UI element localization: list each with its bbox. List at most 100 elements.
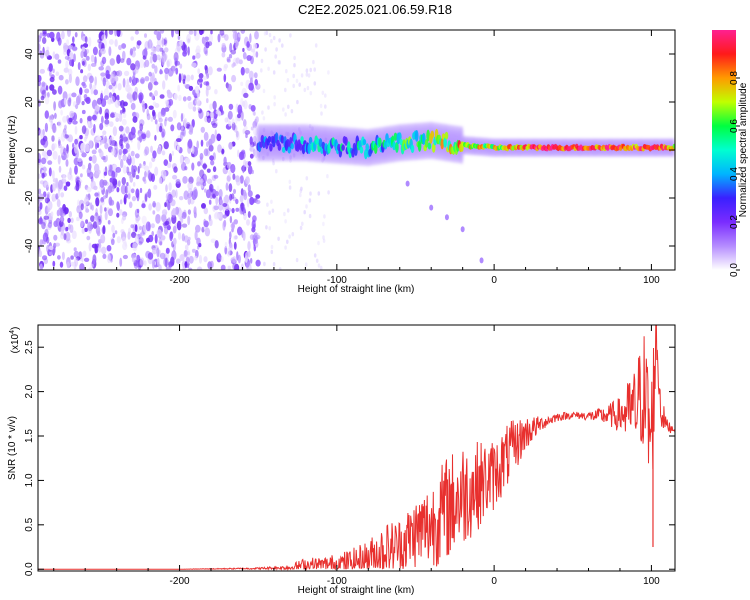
noise-blob <box>121 43 127 49</box>
noise-blob <box>306 85 310 91</box>
noise-blob <box>322 221 325 227</box>
noise-blob <box>173 166 178 173</box>
noise-blob <box>200 126 205 133</box>
noise-blob <box>132 116 138 123</box>
noise-blob <box>154 234 158 244</box>
x-tick-label: 0 <box>491 576 497 587</box>
noise-blob <box>265 30 269 36</box>
noise-blob <box>141 203 146 209</box>
noise-blob <box>44 122 49 133</box>
noise-blob <box>84 36 88 44</box>
noise-blob <box>268 32 272 38</box>
noise-blob <box>45 49 50 58</box>
noise-blob <box>122 107 126 114</box>
noise-blob <box>81 164 86 170</box>
noise-blob <box>53 101 56 111</box>
noise-blob <box>115 166 122 173</box>
noise-blob <box>54 112 57 119</box>
noise-blob <box>114 30 118 37</box>
noise-blob <box>92 114 97 121</box>
ridge-cell <box>429 204 434 211</box>
noise-blob <box>188 267 193 270</box>
noise-blob <box>193 30 197 37</box>
noise-blob <box>123 70 130 77</box>
noise-blob <box>228 142 233 150</box>
noise-blob <box>146 108 149 117</box>
noise-blob <box>152 101 157 107</box>
noise-blob <box>38 75 42 82</box>
ridge-cell <box>444 131 449 140</box>
noise-blob <box>85 130 89 139</box>
noise-blob <box>57 155 61 165</box>
noise-blob <box>240 66 245 76</box>
noise-blob <box>197 106 201 112</box>
noise-blob <box>40 86 46 91</box>
ridge-cell <box>405 180 410 187</box>
noise-blob <box>67 45 74 50</box>
noise-blob <box>91 149 97 155</box>
noise-blob <box>308 213 312 219</box>
noise-blob <box>46 207 51 213</box>
noise-blob <box>167 68 174 77</box>
noise-blob <box>278 267 282 270</box>
noise-blob <box>163 159 169 167</box>
ridge-cell <box>414 130 419 142</box>
noise-blob <box>240 81 244 87</box>
noise-blob <box>120 158 124 169</box>
noise-blob <box>70 174 74 182</box>
snr-line <box>38 325 675 571</box>
noise-blob <box>156 247 160 258</box>
noise-blob <box>174 206 180 215</box>
noise-blob <box>288 185 292 190</box>
noise-blob <box>73 250 80 258</box>
noise-blob <box>153 184 158 190</box>
noise-blob <box>38 80 42 87</box>
ridge-cell <box>344 136 348 146</box>
noise-blob <box>243 119 247 127</box>
noise-blob <box>148 161 153 169</box>
noise-blob <box>210 159 215 166</box>
noise-blob <box>167 201 171 211</box>
noise-blob <box>256 233 260 238</box>
noise-blob <box>188 176 194 184</box>
noise-blob <box>271 208 275 213</box>
noise-blob <box>163 141 169 150</box>
noise-blob <box>216 67 222 72</box>
noise-blob <box>44 95 50 105</box>
noise-blob <box>180 73 184 81</box>
noise-blob <box>101 56 107 65</box>
noise-blob <box>103 171 107 176</box>
spectrogram-y-label: Frequency (Hz) <box>7 116 18 185</box>
noise-blob <box>42 46 45 56</box>
noise-blob <box>182 176 188 184</box>
noise-blob <box>68 211 73 218</box>
noise-blob <box>231 207 235 214</box>
noise-blob <box>209 184 213 192</box>
noise-blob <box>70 52 74 61</box>
noise-blob <box>203 256 208 263</box>
noise-blob <box>218 212 223 219</box>
noise-blob <box>186 33 192 44</box>
noise-blob <box>263 31 267 36</box>
noise-blob <box>237 113 241 119</box>
noise-blob <box>41 81 46 88</box>
noise-blob <box>96 136 102 141</box>
noise-blob <box>78 211 83 219</box>
noise-blob <box>108 39 114 45</box>
noise-blob <box>326 174 329 179</box>
noise-blob <box>224 117 229 123</box>
noise-blob <box>183 190 189 200</box>
noise-blob <box>92 221 98 229</box>
noise-blob <box>108 46 112 57</box>
noise-blob <box>309 91 313 96</box>
noise-blob <box>90 54 95 63</box>
noise-blob <box>164 117 168 122</box>
noise-blob <box>188 85 194 91</box>
noise-blob <box>142 176 146 182</box>
noise-blob <box>192 55 196 60</box>
noise-blob <box>182 49 188 55</box>
noise-blob <box>188 255 194 264</box>
noise-blob <box>183 250 188 258</box>
noise-blob <box>126 93 133 100</box>
noise-blob <box>319 103 323 109</box>
